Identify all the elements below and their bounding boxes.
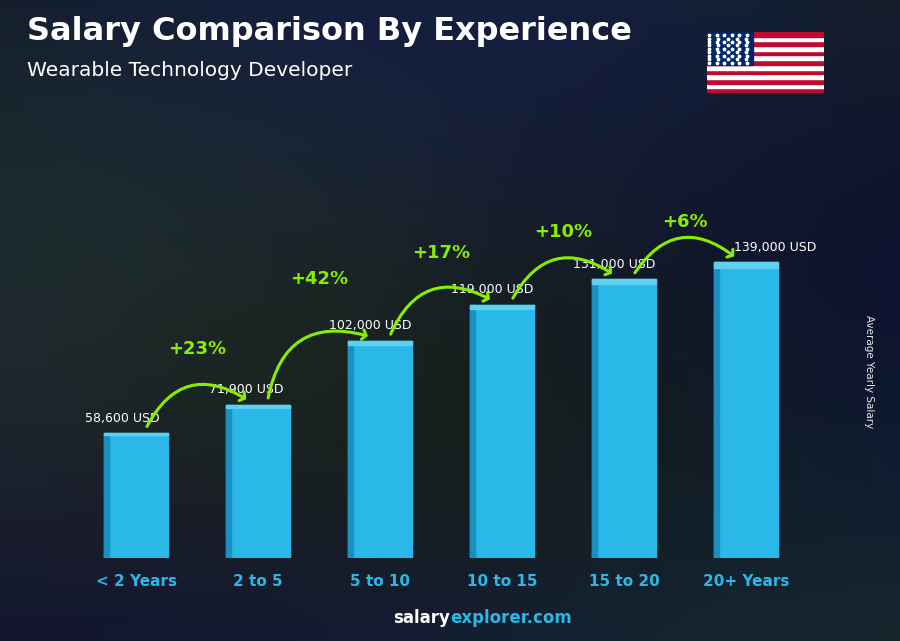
Bar (104, 433, 109, 558)
Text: 58,600 USD: 58,600 USD (85, 412, 159, 425)
Text: +6%: +6% (662, 213, 707, 231)
Text: +17%: +17% (412, 244, 470, 262)
Text: 119,000 USD: 119,000 USD (451, 283, 533, 296)
Text: +42%: +42% (290, 270, 348, 288)
Bar (592, 279, 655, 285)
Text: +10%: +10% (534, 223, 592, 241)
Bar (227, 405, 290, 558)
Bar (706, 42, 824, 46)
Text: Wearable Technology Developer: Wearable Technology Developer (27, 61, 352, 80)
Bar (471, 305, 534, 558)
Bar (706, 46, 824, 51)
Text: 131,000 USD: 131,000 USD (572, 258, 655, 271)
Bar (348, 341, 353, 558)
Bar (348, 341, 411, 558)
Bar (714, 262, 718, 558)
Bar (706, 32, 824, 37)
Bar (227, 405, 230, 558)
Text: +23%: +23% (168, 340, 226, 358)
Bar (706, 51, 824, 56)
Bar (706, 74, 824, 79)
Text: Average Yearly Salary: Average Yearly Salary (863, 315, 874, 428)
Bar (706, 37, 824, 42)
Bar (706, 56, 824, 60)
Bar (706, 60, 824, 65)
Bar (706, 79, 824, 83)
Bar (471, 305, 474, 558)
Bar (471, 305, 534, 310)
Text: 139,000 USD: 139,000 USD (734, 241, 816, 254)
Bar (706, 32, 753, 65)
Bar (227, 405, 290, 408)
Bar (706, 88, 824, 93)
Bar (348, 341, 411, 345)
Bar (104, 433, 168, 558)
Bar (592, 279, 655, 558)
Text: Salary Comparison By Experience: Salary Comparison By Experience (27, 16, 632, 47)
Bar (592, 279, 597, 558)
Bar (104, 433, 168, 435)
Bar (714, 262, 778, 268)
Bar (706, 69, 824, 74)
Text: salary: salary (393, 609, 450, 627)
Bar (706, 83, 824, 88)
Text: 102,000 USD: 102,000 USD (328, 319, 411, 333)
Text: explorer.com: explorer.com (450, 609, 572, 627)
Bar (706, 65, 824, 69)
Bar (714, 262, 778, 558)
Text: 71,900 USD: 71,900 USD (210, 383, 284, 396)
